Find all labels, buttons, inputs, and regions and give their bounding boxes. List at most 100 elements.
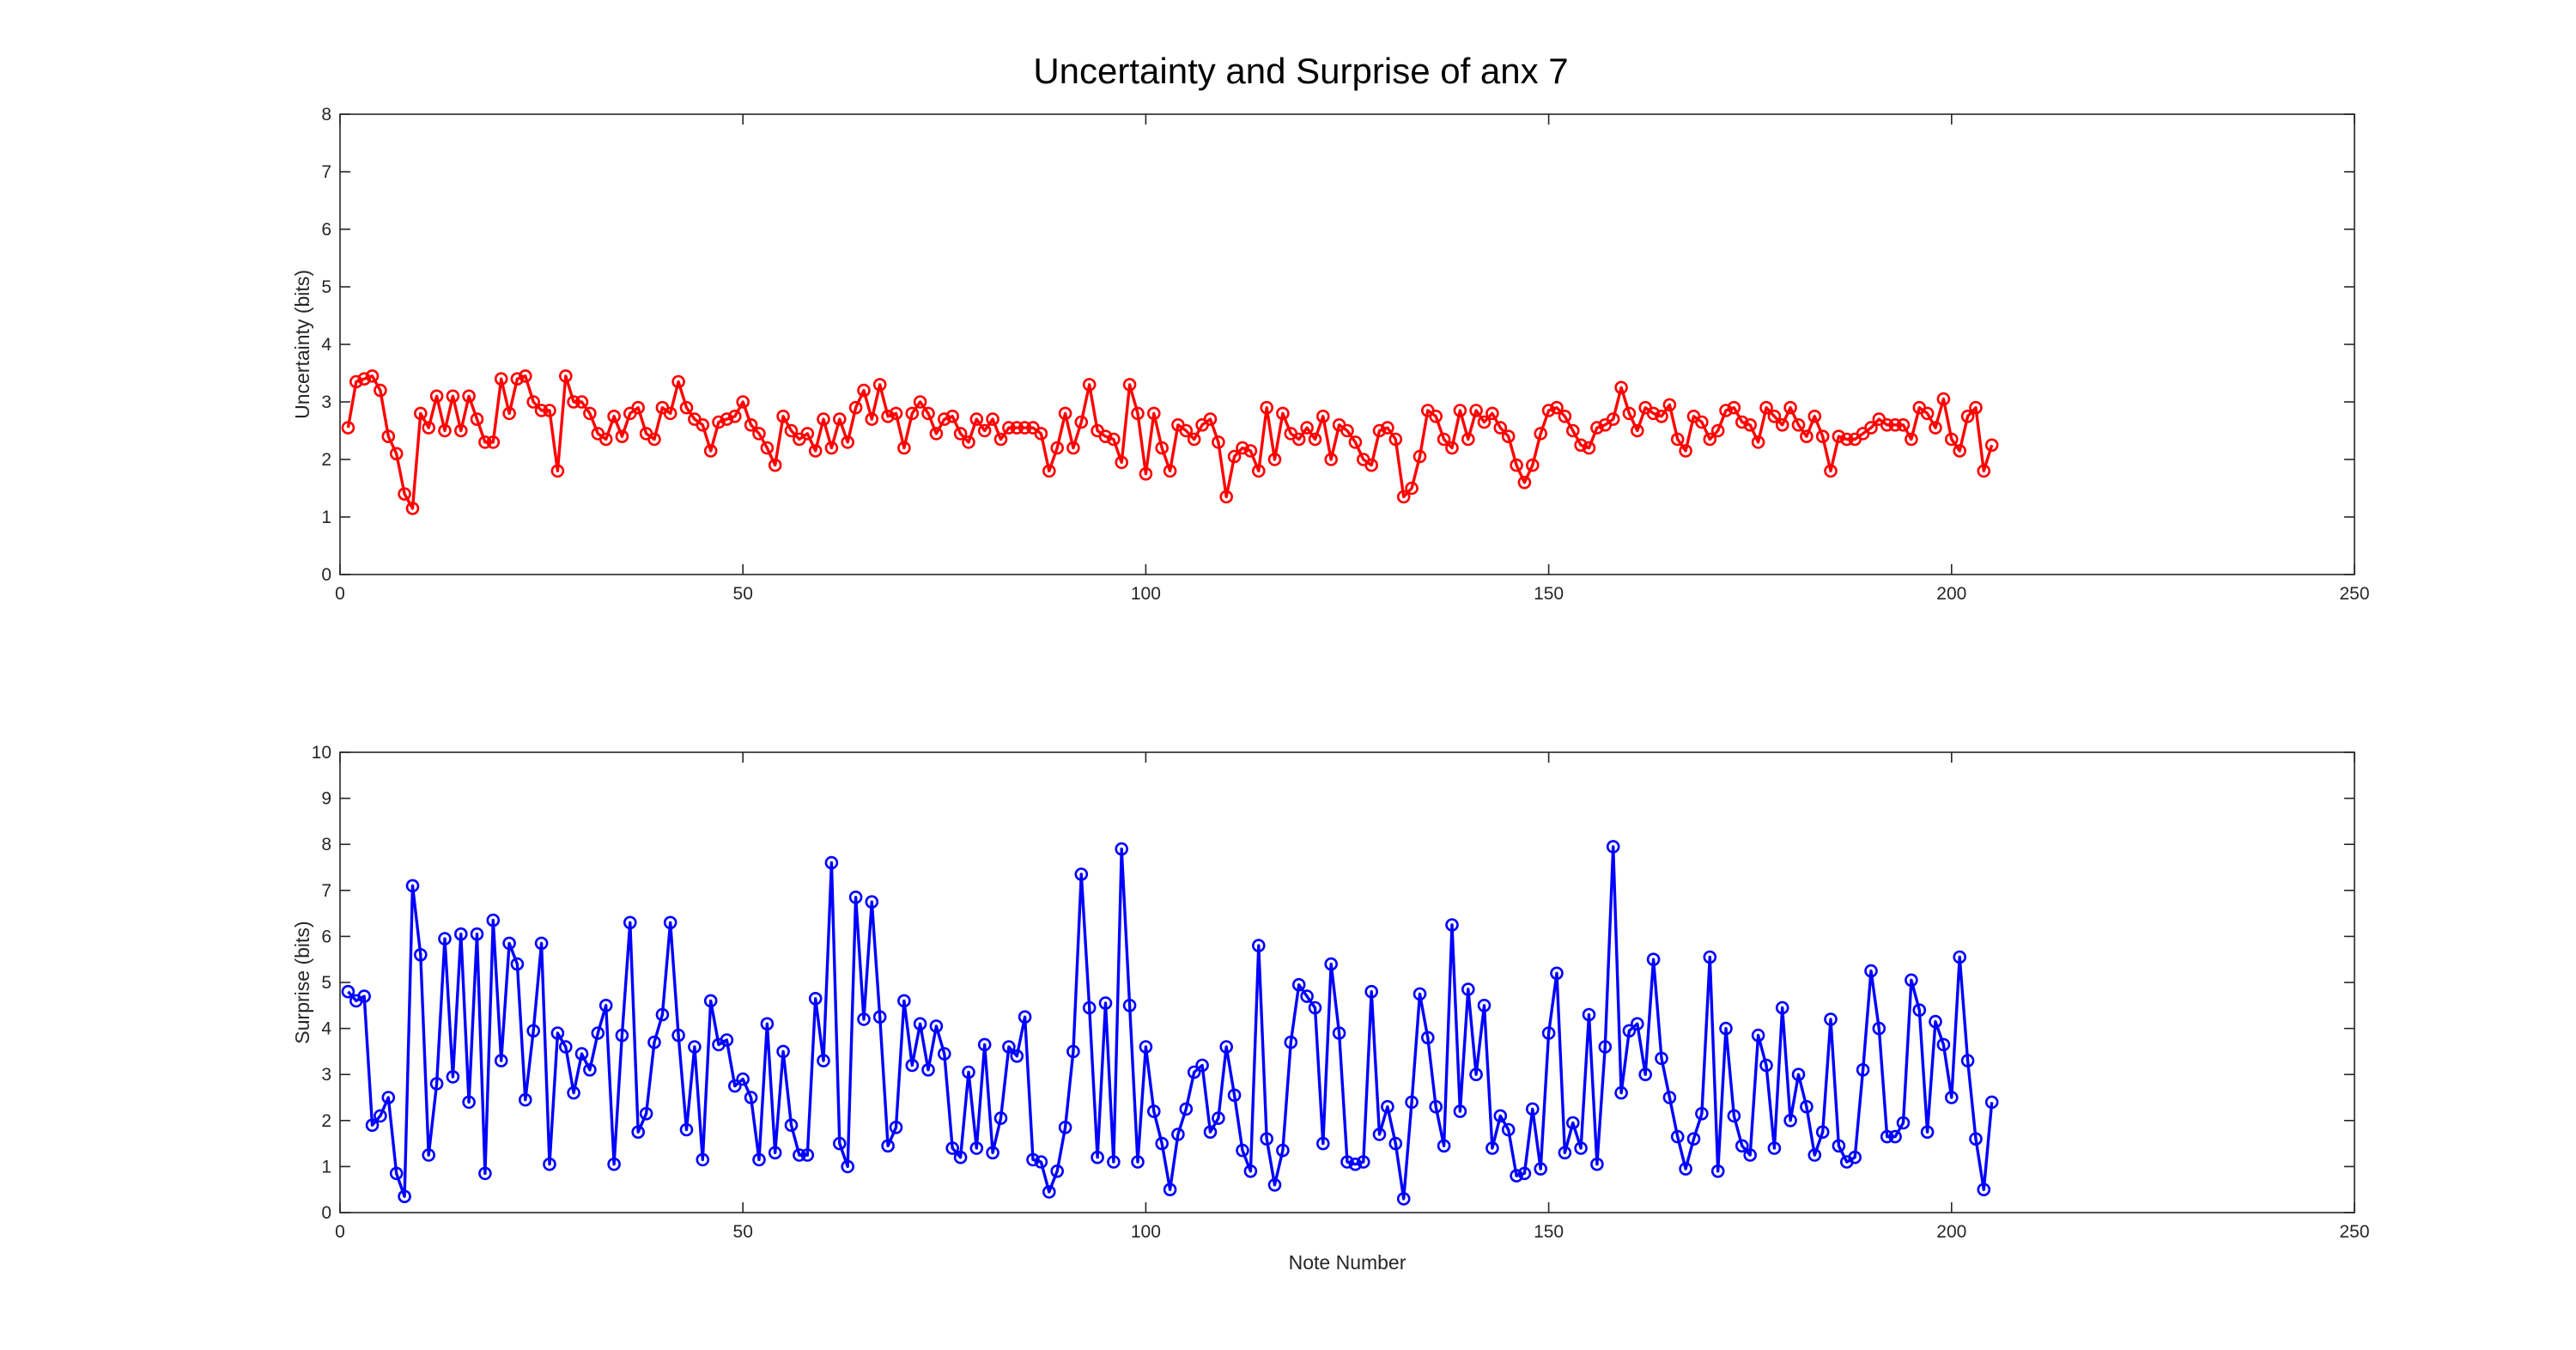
surprise-x-tick-label: 250: [2339, 1222, 2369, 1242]
uncertainty-data-point: [679, 400, 694, 415]
uncertainty-data-point: [1969, 400, 1983, 415]
surprise-data-point: [1195, 1058, 1209, 1073]
uncertainty-data-point: [398, 487, 411, 502]
uncertainty-data-point: [1735, 415, 1749, 429]
uncertainty-data-point: [1824, 464, 1838, 478]
uncertainty-data-point: [1695, 415, 1709, 429]
uncertainty-data-point: [1405, 481, 1419, 496]
surprise-axes: 0 50 100 150 200 250 0 1 2 3 4 5 6 7 8 9 10 Surprise (bit…: [291, 743, 2370, 1274]
surprise-data-point: [534, 936, 549, 951]
uncertainty-data-point: [502, 406, 516, 421]
surprise-data-point: [639, 1107, 653, 1121]
surprise-data-point: [1759, 1058, 1773, 1073]
uncertainty-data-point: [615, 429, 629, 444]
surprise-data-point: [1510, 1169, 1523, 1183]
uncertainty-data-point: [881, 409, 895, 423]
surprise-x-tick-label: 150: [1534, 1222, 1564, 1242]
uncertainty-data-point: [1960, 409, 1975, 423]
uncertainty-data-point: [1002, 421, 1016, 435]
uncertainty-data-point: [865, 412, 879, 426]
surprise-data-point: [623, 915, 637, 930]
surprise-data-point: [583, 1063, 597, 1077]
surprise-data-point: [446, 1070, 460, 1084]
uncertainty-data-point: [478, 435, 492, 449]
uncertainty-data-point: [768, 458, 782, 472]
surprise-y-tick-label: 4: [321, 1019, 331, 1039]
uncertainty-data-point: [720, 412, 734, 426]
surprise-data-point: [1340, 1155, 1354, 1169]
uncertainty-data-point: [1010, 421, 1024, 435]
surprise-data-point: [1727, 1109, 1741, 1123]
surprise-data-point: [1477, 999, 1492, 1012]
surprise-data-point: [793, 1148, 806, 1162]
figure-title: Uncertainty and Surprise of anx 7: [1033, 51, 1568, 91]
surprise-data-point: [1203, 1125, 1218, 1139]
surprise-data-point: [1945, 1091, 1959, 1104]
surprise-y-tick-label: 2: [321, 1111, 331, 1131]
surprise-data-point: [817, 1054, 830, 1067]
surprise-data-point: [1324, 957, 1338, 971]
surprise-data-point: [647, 1035, 661, 1049]
surprise-data-point: [824, 855, 839, 870]
uncertainty-data-point: [1316, 409, 1330, 423]
uncertainty-data-point: [760, 441, 775, 455]
uncertainty-data-point: [905, 406, 920, 421]
uncertainty-data-point: [389, 447, 404, 461]
surprise-data-point: [1074, 867, 1089, 881]
uncertainty-data-point: [510, 372, 525, 386]
surprise-data-point: [1115, 842, 1128, 856]
uncertainty-data-point: [921, 406, 935, 421]
surprise-data-point: [1655, 1051, 1668, 1066]
uncertainty-data-point: [1445, 441, 1459, 455]
uncertainty-data-point: [1139, 466, 1153, 481]
surprise-data-point: [429, 1077, 444, 1091]
surprise-data-point: [1686, 1132, 1701, 1146]
uncertainty-data-point: [453, 423, 468, 438]
surprise-data-point: [1388, 1136, 1403, 1151]
surprise-data-point: [1413, 987, 1427, 1001]
surprise-data-point: [1541, 1026, 1556, 1040]
uncertainty-data-point: [1372, 423, 1387, 438]
uncertainty-data-point: [1437, 432, 1451, 447]
uncertainty-data-point: [607, 409, 621, 423]
uncertainty-data-point: [598, 432, 613, 447]
surprise-data-point: [872, 1010, 887, 1024]
uncertainty-data-point: [1945, 432, 1959, 447]
uncertainty-data-point: [913, 395, 927, 409]
surprise-data-point: [1872, 1021, 1886, 1036]
surprise-y-tick-label: 7: [321, 881, 331, 901]
surprise-data-point: [1147, 1104, 1161, 1118]
uncertainty-data-point: [1107, 432, 1121, 447]
surprise-data-point: [598, 999, 613, 1012]
surprise-data-point: [1598, 1040, 1613, 1054]
uncertainty-data-point: [1614, 380, 1628, 395]
uncertainty-data-point: [567, 395, 580, 409]
surprise-data-point: [929, 1019, 944, 1033]
uncertainty-data-point: [1815, 429, 1830, 444]
surprise-data-point: [1429, 1099, 1443, 1114]
surprise-data-point: [1936, 1037, 1951, 1052]
surprise-data-point: [1155, 1136, 1169, 1151]
surprise-data-point: [574, 1047, 589, 1061]
uncertainty-data-point: [526, 395, 541, 409]
surprise-data-point: [1122, 999, 1137, 1012]
surprise-data-point: [1171, 1128, 1185, 1141]
surprise-data-point: [1783, 1114, 1797, 1128]
surprise-data-point: [1574, 1141, 1588, 1155]
uncertainty-data-point: [848, 400, 863, 415]
surprise-data-point: [1566, 1116, 1580, 1130]
uncertainty-data-point: [1574, 438, 1588, 453]
uncertainty-data-point: [1929, 421, 1942, 435]
uncertainty-data-point: [1034, 427, 1048, 441]
surprise-data-point: [1896, 1116, 1911, 1130]
uncertainty-data-point: [1477, 415, 1492, 429]
surprise-data-point: [1485, 1141, 1499, 1155]
surprise-data-point: [1461, 982, 1475, 996]
uncertainty-plot-area: [339, 113, 2355, 575]
surprise-data-point: [1743, 1148, 1757, 1162]
surprise-data-point: [615, 1028, 629, 1043]
uncertainty-data-point: [1550, 400, 1564, 415]
surprise-data-point: [1357, 1155, 1370, 1169]
uncertainty-data-point: [889, 406, 903, 421]
